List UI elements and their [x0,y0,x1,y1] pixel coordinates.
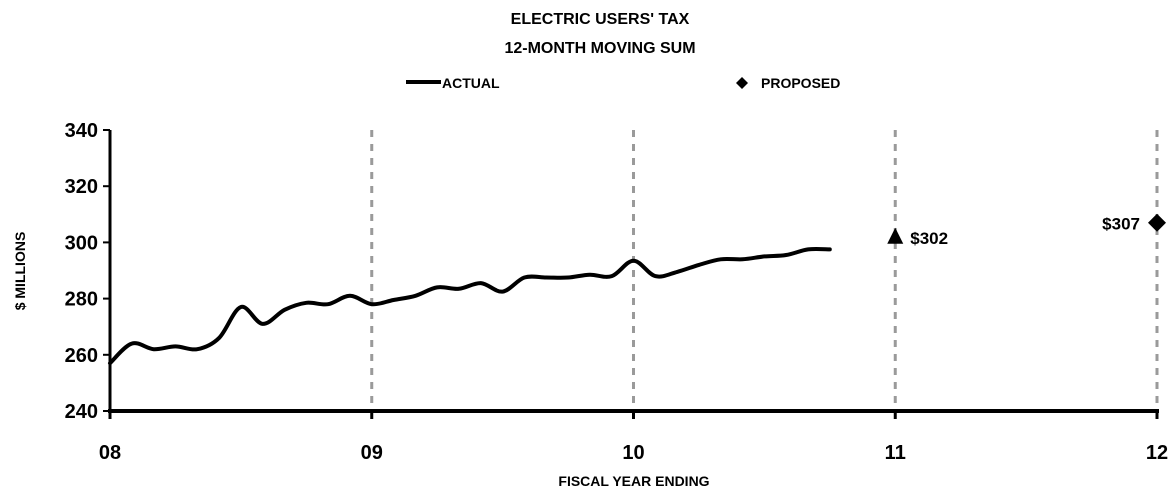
x-tick-label-08: 08 [99,442,121,464]
y-tick-label-280: 280 [65,289,98,311]
data-label-302: $302 [910,229,948,248]
legend-proposed-label: PROPOSED [761,75,840,91]
legend: ACTUAL PROPOSED [406,75,840,91]
legend-actual-label: ACTUAL [442,75,500,91]
y-tick-labels: 240 260 280 300 320 340 [65,120,98,423]
x-tick-labels: 08 09 10 11 12 [99,442,1168,464]
axes [103,129,1159,419]
series-line-actual [108,247,832,366]
data-label-307: $307 [1102,215,1140,234]
legend-proposed-diamond [736,77,748,89]
chart-subtitle: 12-MONTH MOVING SUM [504,40,695,57]
x-axis-title: FISCAL YEAR ENDING [558,473,709,489]
y-tick-label-340: 340 [65,120,98,142]
gridlines [370,130,1159,411]
annotation-marker-triangle [887,227,904,244]
series-point-proposed [1148,213,1166,232]
x-tick-label-09: 09 [361,442,383,464]
x-tick-label-11: 11 [885,442,906,464]
x-tick-label-10: 10 [622,442,644,464]
y-tick-label-320: 320 [65,176,98,198]
annotations: $302 $307 [887,215,1140,248]
series [108,213,1166,366]
y-tick-label-300: 300 [65,232,98,254]
y-axis-title: $ MILLIONS [12,232,28,311]
y-tick-label-260: 260 [65,345,98,367]
chart-title: ELECTRIC USERS' TAX [511,11,690,28]
x-tick-label-12: 12 [1146,442,1168,464]
y-tick-label-240: 240 [65,401,98,423]
